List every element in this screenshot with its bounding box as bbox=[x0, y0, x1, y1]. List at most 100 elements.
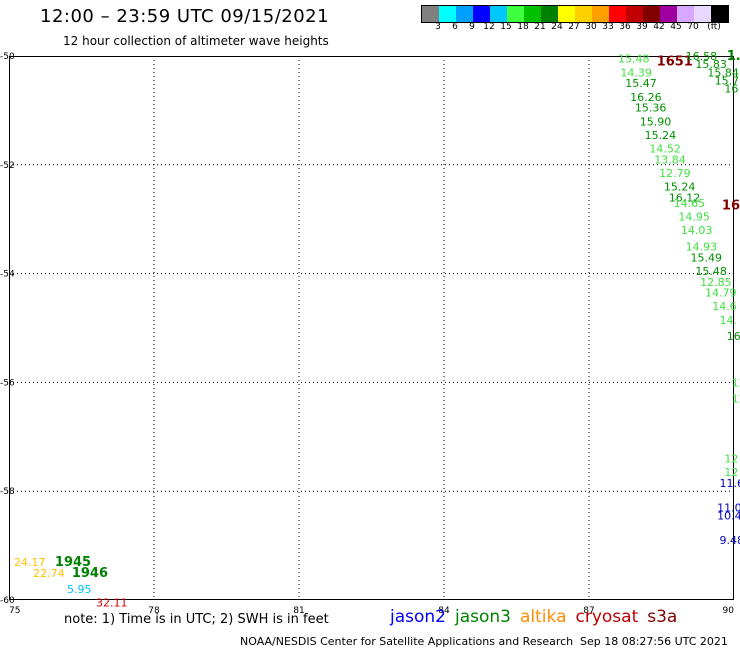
legend-tick-label: 27 bbox=[568, 22, 580, 32]
legend-tick-label: 45 bbox=[670, 22, 682, 32]
latitude-tick-label: -50 bbox=[0, 52, 15, 62]
legend-tick-label: 6 bbox=[452, 22, 458, 32]
pass-time-label: 1946 bbox=[72, 566, 108, 581]
generation-timestamp: Sep 18 08:27:56 UTC 2021 bbox=[580, 635, 728, 648]
legend-swatch bbox=[694, 6, 711, 22]
legend-tick-label: 21 bbox=[534, 22, 546, 32]
satellite-legend: jason2 jason3 altika cryosat s3a bbox=[390, 607, 686, 627]
satellite-name-s3a: s3a bbox=[647, 607, 678, 627]
wave-height-label: 12.85 bbox=[700, 276, 732, 289]
legend-tick-label: 39 bbox=[636, 22, 648, 32]
wave-height-label: 15.48 bbox=[618, 53, 650, 66]
longitude-tick-label: 87 bbox=[583, 606, 594, 616]
legend-swatch bbox=[660, 6, 677, 22]
satellite-name-jason3: jason3 bbox=[455, 607, 511, 627]
wave-height-label: 12 bbox=[724, 466, 738, 479]
wave-height-label: 15.24 bbox=[645, 129, 677, 142]
wave-height-label: 32.11 bbox=[96, 597, 128, 610]
wave-height-label: 14.52 bbox=[649, 142, 681, 155]
wave-height-label: 12 bbox=[732, 376, 740, 389]
longitude-tick-label: 84 bbox=[438, 606, 450, 616]
legend-tick-label: 3 bbox=[435, 22, 441, 32]
wave-height-label: 14.95 bbox=[678, 210, 710, 223]
wave-height-label: 14.39 bbox=[620, 66, 652, 79]
satellite-name-jason2: jason2 bbox=[390, 607, 446, 627]
legend-swatch bbox=[558, 6, 575, 22]
legend-swatch bbox=[541, 6, 558, 22]
legend-swatch bbox=[507, 6, 524, 22]
wave-height-label: 15.24 bbox=[664, 181, 696, 194]
latitude-tick-label: -54 bbox=[0, 270, 15, 280]
wave-height-label: 12.79 bbox=[659, 167, 691, 180]
legend-tick-label: 15 bbox=[500, 22, 512, 32]
map-subtitle: 12 hour collection of altimeter wave hei… bbox=[63, 34, 329, 48]
legend-tick-label: 9 bbox=[469, 22, 475, 32]
wave-height-label: 5.95 bbox=[67, 583, 92, 596]
legend-unit-label: (ft) bbox=[707, 22, 721, 32]
wave-height-label: 15.49 bbox=[691, 251, 723, 264]
longitude-tick-label: 75 bbox=[9, 606, 20, 616]
wave-height-label: 16.12 bbox=[669, 191, 701, 204]
legend-swatch bbox=[711, 6, 728, 22]
satellite-name-cryosat: cryosat bbox=[575, 607, 639, 627]
pass-time-label: 1651 bbox=[657, 54, 693, 69]
wave-height-label: 11.6 bbox=[720, 477, 740, 490]
map-title: 12:00 – 23:59 UTC 09/15/2021 bbox=[40, 6, 330, 27]
map-frame bbox=[9, 56, 734, 600]
footer-note: note: 1) Time is in UTC; 2) SWH is in fe… bbox=[64, 612, 329, 627]
color-scale-legend bbox=[421, 5, 729, 23]
wave-height-label: 15.90 bbox=[640, 115, 672, 128]
wave-height-label: 13.84 bbox=[654, 153, 686, 166]
wave-height-label: 16 bbox=[727, 330, 740, 343]
legend-swatch bbox=[439, 6, 456, 22]
latitude-tick-label: -60 bbox=[0, 596, 15, 606]
wave-height-label: 14.79 bbox=[705, 287, 737, 300]
latitude-tick-label: -58 bbox=[0, 487, 15, 497]
legend-swatch bbox=[490, 6, 507, 22]
legend-tick-label: 36 bbox=[619, 22, 631, 32]
wave-height-label: 11.0 bbox=[717, 502, 740, 515]
wave-height-label: 9.48 bbox=[720, 534, 740, 547]
longitude-tick-label: 78 bbox=[148, 606, 160, 616]
longitude-tick-label: 81 bbox=[293, 606, 304, 616]
legend-tick-label: 42 bbox=[653, 22, 665, 32]
wave-height-label: 15.36 bbox=[635, 102, 667, 115]
wave-height-label: 14.93 bbox=[686, 240, 718, 253]
wave-height-label: 14. bbox=[720, 314, 738, 327]
legend-swatch bbox=[456, 6, 473, 22]
pass-time-label: 1651 bbox=[722, 199, 740, 214]
credit-line: NOAA/NESDIS Center for Satellite Applica… bbox=[240, 635, 574, 648]
latitude-tick-label: -52 bbox=[0, 161, 15, 171]
legend-swatch bbox=[473, 6, 490, 22]
wave-height-label: 15.47 bbox=[625, 77, 657, 90]
longitude-tick-label: 90 bbox=[723, 606, 735, 616]
wave-height-label: 15.84 bbox=[707, 66, 739, 79]
legend-tick-label: 12 bbox=[483, 22, 495, 32]
legend-swatch bbox=[575, 6, 592, 22]
wave-height-label: 10.4 bbox=[717, 510, 740, 523]
wave-height-label: 14.65 bbox=[674, 197, 706, 210]
pass-time-label: 1945 bbox=[55, 555, 91, 570]
legend-swatch bbox=[422, 6, 439, 22]
wave-height-label: 16.26 bbox=[630, 91, 662, 104]
wave-height-label: 24.17 bbox=[14, 556, 46, 569]
legend-swatch bbox=[592, 6, 609, 22]
wave-height-label: 14.03 bbox=[681, 224, 713, 237]
legend-tick-label: 30 bbox=[585, 22, 597, 32]
legend-swatch bbox=[609, 6, 626, 22]
legend-swatch bbox=[677, 6, 694, 22]
wave-height-label: 12 bbox=[724, 453, 738, 466]
wave-height-label: 15.48 bbox=[695, 265, 727, 278]
wave-height-label: 16 bbox=[724, 83, 738, 96]
wave-height-label: 15.83 bbox=[695, 58, 727, 71]
pass-time-label: 1.7 bbox=[727, 49, 740, 64]
legend-tick-label: 24 bbox=[551, 22, 563, 32]
legend-tick-label: 18 bbox=[517, 22, 529, 32]
legend-tick-label: 70 bbox=[687, 22, 699, 32]
satellite-name-altika: altika bbox=[520, 607, 567, 627]
legend-swatch bbox=[626, 6, 643, 22]
color-scale-tick-labels: 3 6 9 12 15 18 21 24 27 30 33 36 39 42 45 70 (ft) bbox=[421, 22, 740, 34]
wave-height-label: 16.58 bbox=[686, 50, 718, 63]
legend-swatch bbox=[524, 6, 541, 22]
